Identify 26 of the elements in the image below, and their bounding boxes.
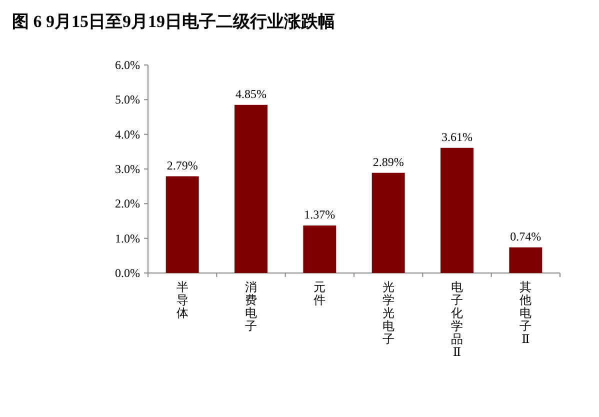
data-label: 2.79% — [166, 158, 198, 172]
x-tick-label: 电子化学品Ⅱ — [451, 280, 463, 359]
data-label: 4.85% — [236, 86, 266, 101]
bar — [440, 148, 474, 273]
x-tick-label: 消费电子 — [245, 280, 257, 333]
x-tick-label: 半导体 — [176, 280, 188, 320]
bar — [372, 172, 405, 273]
x-tick-label: 光学光电子 — [382, 280, 394, 346]
y-tick-label: 0.0% — [115, 266, 140, 280]
bar — [234, 104, 268, 273]
x-tick-label: 其他电子Ⅱ — [520, 280, 532, 346]
y-tick-label: 1.0% — [115, 231, 140, 246]
data-label: 1.37% — [304, 208, 336, 222]
y-tick-label: 4.0% — [115, 127, 140, 142]
data-label: 3.61% — [442, 130, 472, 144]
bar — [166, 176, 199, 273]
bar — [303, 226, 336, 273]
x-tick-label: 元件 — [314, 280, 326, 307]
y-tick-label: 5.0% — [115, 92, 140, 107]
data-label: 2.89% — [372, 154, 404, 169]
bar — [509, 247, 542, 273]
y-tick-label: 3.0% — [115, 162, 140, 176]
y-tick-label: 6.0% — [115, 58, 140, 72]
data-label: 0.74% — [510, 229, 542, 244]
chart-title: 图 6 9月15日至9月19日电子二级行业涨跌幅 — [12, 12, 335, 31]
y-tick-label: 2.0% — [115, 196, 140, 211]
